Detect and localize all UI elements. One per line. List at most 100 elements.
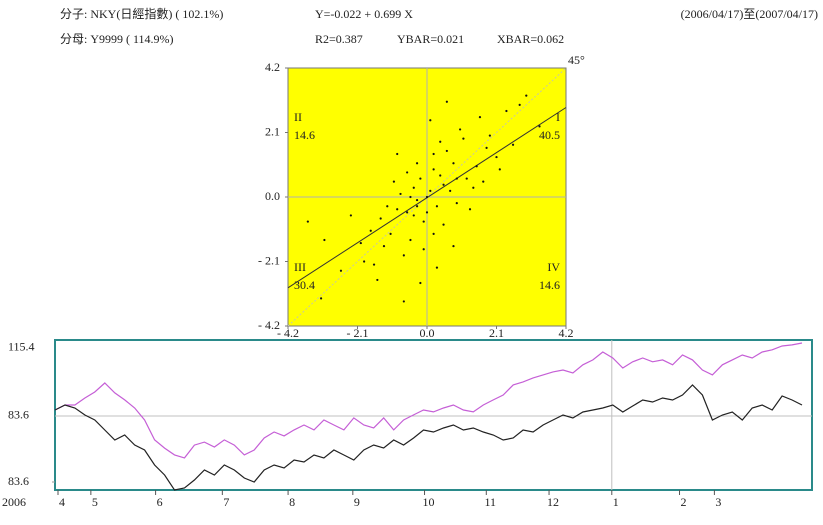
x-tick-label: - 4.2 <box>277 326 299 340</box>
point <box>306 220 309 223</box>
point <box>538 125 541 128</box>
y2-tick-label: 83.6 <box>8 474 29 488</box>
point <box>488 134 491 137</box>
y-tick-label: - 4.2 <box>258 318 280 332</box>
point <box>402 300 405 303</box>
point <box>372 263 376 266</box>
point <box>415 162 419 165</box>
x-tick-label: 5 <box>92 495 98 509</box>
point <box>323 238 326 242</box>
point <box>498 168 501 171</box>
x-tick-label: 6 <box>157 495 163 509</box>
x-tick-label: 8 <box>289 495 295 509</box>
x-tick-label: 7 <box>223 495 229 509</box>
x-tick-label: 3 <box>715 495 721 509</box>
x-tick-label: 12 <box>547 495 559 509</box>
period: (2006/04/17)至(2007/04/17) <box>681 7 818 21</box>
y-bar: YBAR=0.021 <box>397 32 464 46</box>
x-tick-label: - 2.1 <box>347 326 369 340</box>
point <box>319 297 323 300</box>
point <box>511 143 515 146</box>
x-tick-label: 2 <box>681 495 687 509</box>
point <box>386 205 389 208</box>
point <box>412 186 415 189</box>
point <box>439 174 442 177</box>
series-line <box>54 384 803 491</box>
point <box>429 119 432 122</box>
point <box>478 116 482 119</box>
point <box>402 254 405 257</box>
point <box>406 171 409 174</box>
numerator: 分子: NKY(日經指數) ( 102.1%) <box>60 6 223 21</box>
point <box>468 208 472 211</box>
point <box>409 195 412 199</box>
point <box>406 211 409 214</box>
point <box>525 94 528 97</box>
point <box>482 180 485 183</box>
point <box>396 152 399 156</box>
x-prefix: 2006 <box>2 495 26 509</box>
point <box>449 189 452 192</box>
quadrant-name: III <box>294 260 306 274</box>
point <box>409 238 412 242</box>
point <box>419 177 422 180</box>
quadrant-value: 14.6 <box>294 128 315 142</box>
point <box>505 109 508 113</box>
point <box>429 189 432 192</box>
point <box>419 281 422 285</box>
point <box>475 165 478 168</box>
x-tick-label: 10 <box>423 495 435 509</box>
point <box>349 214 352 217</box>
point <box>445 149 448 153</box>
quadrant-name: I <box>556 110 560 124</box>
r-squared: R2=0.387 <box>315 32 363 46</box>
point <box>369 229 372 232</box>
point <box>455 177 458 180</box>
point <box>392 180 396 183</box>
point <box>339 269 343 272</box>
x-tick-label: 0.0 <box>420 326 435 340</box>
point <box>445 100 448 103</box>
x-bar: XBAR=0.062 <box>497 32 564 46</box>
point <box>432 232 435 235</box>
y-tick-label: 115.4 <box>8 340 35 354</box>
quadrant-name: IV <box>547 260 560 274</box>
x-tick-label: 4 <box>59 495 65 509</box>
point <box>382 245 386 248</box>
quadrant-value: 40.5 <box>539 128 560 142</box>
point <box>442 183 445 186</box>
x-tick-label: 9 <box>354 495 360 509</box>
point <box>452 162 455 165</box>
point <box>442 223 445 226</box>
point <box>452 245 455 248</box>
point <box>396 208 399 211</box>
point <box>435 205 439 208</box>
point <box>379 217 382 220</box>
x-tick-label: 2.1 <box>489 326 504 340</box>
point <box>415 205 419 208</box>
point <box>432 168 435 171</box>
point <box>399 192 402 196</box>
quadrant-value: 30.4 <box>294 278 315 292</box>
quadrant-value: 14.6 <box>539 278 560 292</box>
point <box>495 155 498 159</box>
quadrant-name: II <box>294 110 302 124</box>
point <box>485 146 488 149</box>
series-line <box>54 342 803 459</box>
x-tick-label: 11 <box>485 495 497 509</box>
y-tick-label: 0.0 <box>265 189 280 203</box>
y-tick-label: 4.2 <box>265 60 280 74</box>
point <box>435 266 439 269</box>
point <box>412 214 415 217</box>
diagonal-label: 45° <box>568 53 585 67</box>
point <box>458 128 462 131</box>
point <box>359 241 362 245</box>
point <box>518 103 521 106</box>
point <box>422 248 425 251</box>
x-tick-label: 4.2 <box>559 326 574 340</box>
point <box>425 195 429 199</box>
point <box>462 137 465 140</box>
equation: Y=-0.022 + 0.699 X <box>315 7 413 21</box>
plot-area <box>54 339 813 491</box>
